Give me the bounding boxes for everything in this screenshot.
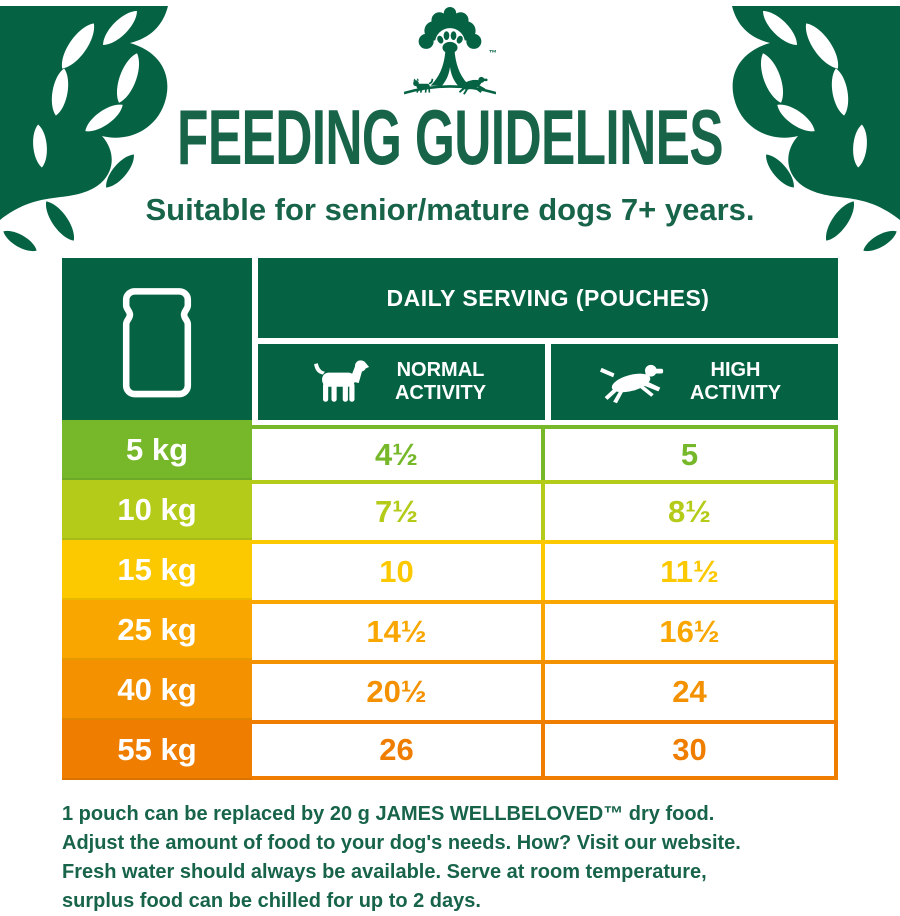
- weight-cell-55kg: 55 kg: [62, 720, 252, 780]
- serving-value-normal: 14½: [252, 600, 545, 660]
- serving-value-normal: 10: [252, 540, 545, 600]
- weight-cell-25kg: 25 kg: [62, 600, 252, 660]
- serving-value-normal: 20½: [252, 660, 545, 720]
- serving-header-area: DAILY SERVING (POUCHES): [258, 258, 838, 420]
- serving-value-normal: 7½: [252, 480, 545, 540]
- tree-paw-logo-icon: ™: [404, 6, 497, 95]
- jumping-dog-icon: [599, 364, 663, 404]
- brand-logo: ™: [0, 6, 900, 98]
- page-title: FEEDING GUIDELINES: [177, 93, 724, 181]
- serving-value-high: 11½: [545, 540, 838, 600]
- high-activity-label: HIGH ACTIVITY: [689, 359, 782, 404]
- normal-activity-header: NORMAL ACTIVITY: [258, 344, 545, 420]
- table-header: DAILY SERVING (POUCHES): [62, 258, 838, 420]
- activity-header-row: NORMAL ACTIVITY: [258, 344, 838, 420]
- serving-values-grid: 4½ 5 7½ 8½ 10 11½ 14½ 16½ 20½ 24 26 30: [252, 420, 838, 780]
- pouch-header-cell: [62, 258, 252, 420]
- weight-cell-10kg: 10 kg: [62, 480, 252, 540]
- serving-value-normal: 26: [252, 720, 545, 780]
- weight-cell-5kg: 5 kg: [62, 420, 252, 480]
- serving-value-high: 16½: [545, 600, 838, 660]
- trademark-symbol: ™: [489, 49, 497, 58]
- table-body: 5 kg 10 kg 15 kg 25 kg 40 kg 55 kg 4½ 5 …: [62, 420, 838, 780]
- weight-cell-40kg: 40 kg: [62, 660, 252, 720]
- serving-value-high: 24: [545, 660, 838, 720]
- weight-cell-15kg: 15 kg: [62, 540, 252, 600]
- footer-line: Fresh water should always be available. …: [62, 861, 707, 883]
- pouch-icon: [122, 288, 192, 398]
- serving-value-high: 8½: [545, 480, 838, 540]
- feeding-guidelines-table: DAILY SERVING (POUCHES): [62, 258, 838, 780]
- weight-column: 5 kg 10 kg 15 kg 25 kg 40 kg 55 kg: [62, 420, 252, 780]
- high-activity-header: HIGH ACTIVITY: [551, 344, 838, 420]
- serving-value-normal: 4½: [252, 425, 545, 480]
- normal-activity-label: NORMAL ACTIVITY: [394, 359, 487, 404]
- footer-line: 1 pouch can be replaced by 20 g JAMES WE…: [62, 803, 715, 825]
- standing-dog-icon: [313, 360, 369, 402]
- footer-notes: 1 pouch can be replaced by 20 g JAMES WE…: [62, 800, 838, 916]
- footer-line: Adjust the amount of food to your dog's …: [62, 832, 741, 854]
- page-subtitle: Suitable for senior/mature dogs 7+ years…: [145, 192, 755, 227]
- serving-value-high: 30: [545, 720, 838, 780]
- footer-line: surplus food can be chilled for up to 2 …: [62, 890, 481, 912]
- daily-serving-header: DAILY SERVING (POUCHES): [258, 258, 838, 338]
- serving-value-high: 5: [545, 425, 838, 480]
